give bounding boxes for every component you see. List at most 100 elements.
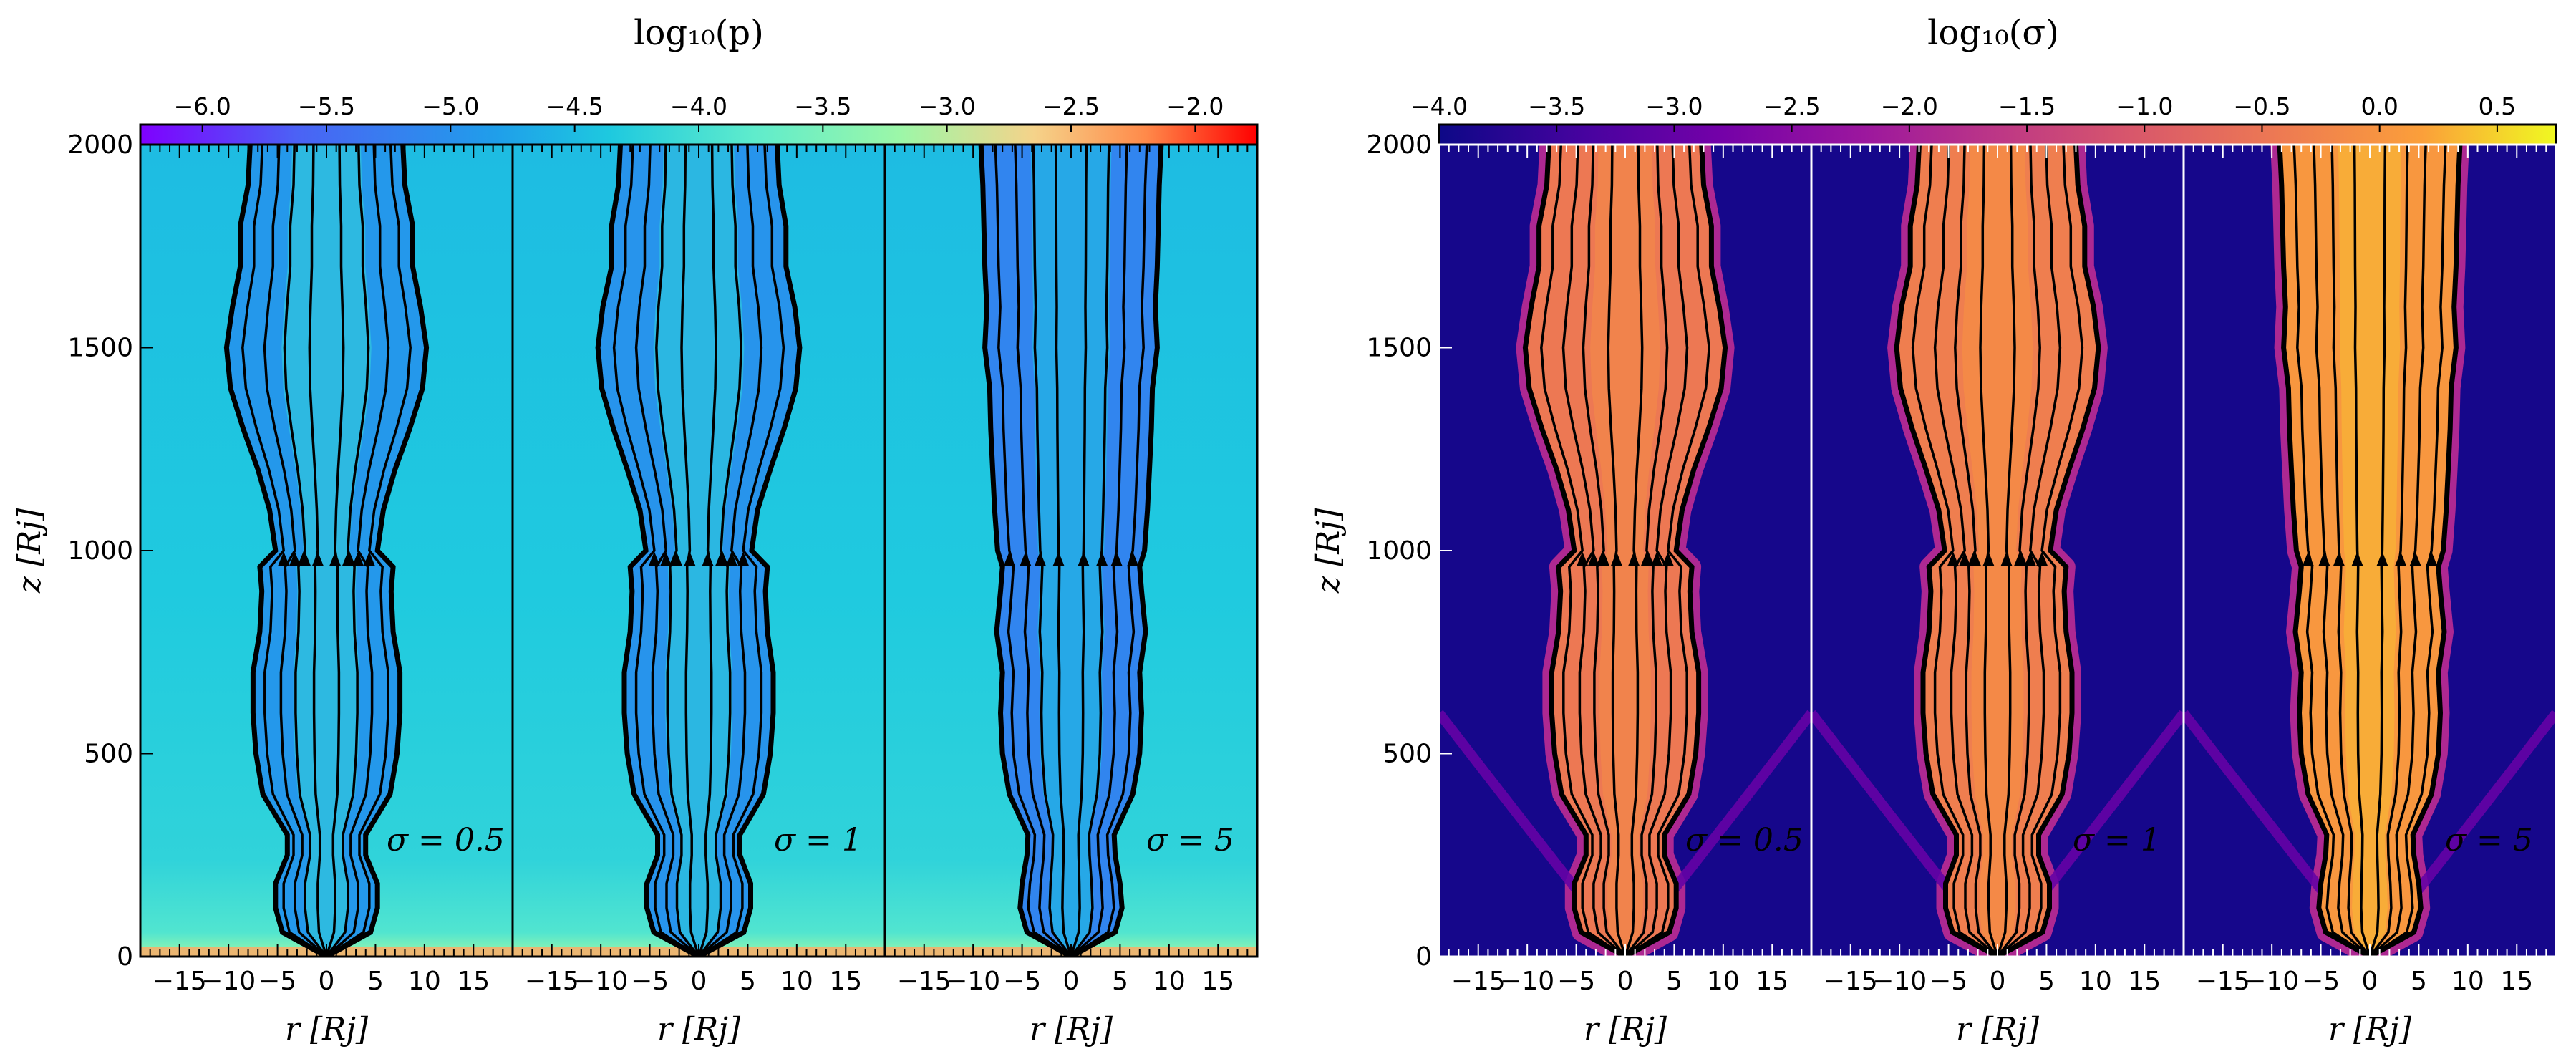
jet-boundary	[1894, 145, 1999, 957]
x-tick-label: −5	[258, 967, 296, 996]
flow-arrow	[1610, 551, 1622, 566]
streamline	[680, 145, 700, 957]
flow-arrow	[648, 551, 660, 566]
x-tick-label: −10	[1872, 967, 1927, 996]
x-tick-label: 5	[1666, 967, 1682, 996]
streamline	[1624, 145, 1689, 957]
x-tick-label: 10	[2079, 967, 2112, 996]
jet-core	[1030, 145, 1112, 957]
colorbar-tick-label: −5.0	[422, 92, 479, 120]
streamline	[2368, 145, 2409, 957]
flow-arrow	[1640, 551, 1652, 566]
x-tick-label: 10	[780, 967, 813, 996]
flow-arrow	[2376, 551, 2388, 566]
y-tick-label: 1000	[1366, 536, 1432, 566]
streamline	[1540, 145, 1626, 957]
flow-arrow	[1110, 551, 1123, 566]
colorbar-tick-label: −4.0	[1410, 92, 1468, 120]
streamline	[1014, 145, 1072, 957]
flow-arrow	[1052, 551, 1065, 566]
sigma-label: σ = 1	[774, 822, 862, 859]
x-tick-label: −5	[1557, 967, 1595, 996]
x-tick-label: 5	[1112, 967, 1128, 996]
x-tick-label: 10	[2451, 967, 2484, 996]
jet-group	[978, 145, 1164, 957]
y-tick-label: 0	[117, 942, 133, 972]
streamline	[1979, 145, 1999, 957]
sigma-label: σ = 0.5	[387, 822, 505, 859]
flow-arrow	[2036, 551, 2048, 566]
x-tick-label: 15	[2128, 967, 2161, 996]
panel-1: σ = 0.5 −15−10 −5 0 5 10 15 r [Rj]	[1438, 143, 1813, 1048]
colorbar-tick-label: −0.5	[2233, 92, 2290, 120]
x-tick-label: −10	[1500, 967, 1554, 996]
flow-arrow	[352, 551, 364, 566]
jet-boundary	[223, 145, 328, 957]
streamline	[994, 145, 1072, 957]
flow-arrow	[1078, 551, 1090, 566]
streamline	[2368, 145, 2387, 957]
flow-arrow	[1020, 551, 1032, 566]
x-tick-label: 0	[1063, 967, 1080, 996]
flow-arrow	[2395, 551, 2407, 566]
x-tick-label: −5	[631, 967, 669, 996]
panel-1: σ = 0.5 −15−10 −5 0 5 10 15 r [Rj]	[139, 143, 514, 1048]
streamline	[283, 145, 328, 957]
x-tick-label: −15	[1451, 967, 1506, 996]
colorbar-tick-label: 0.0	[2360, 92, 2398, 120]
y-axis-label: z [Rj]	[11, 508, 48, 594]
jet-boundary	[1624, 145, 1728, 957]
x-tick-label: 0	[691, 967, 707, 996]
colorbar-tick-label: 0.5	[2479, 92, 2516, 120]
flow-arrow	[684, 551, 696, 566]
x-tick-label: 15	[1756, 967, 1788, 996]
flow-arrow	[363, 551, 375, 566]
x-tick-label: −10	[573, 967, 628, 996]
streamline	[1607, 145, 1627, 957]
x-tick-label: −10	[201, 967, 256, 996]
x-tick-label: 5	[2038, 967, 2055, 996]
streamline	[1070, 145, 1148, 957]
panel-3: σ = 5 −15−10 −5 0 5 10 15 r [Rj]	[2182, 143, 2557, 1048]
x-tick-label: −15	[1824, 967, 1878, 996]
streamline	[325, 145, 345, 957]
jet-boundary	[595, 145, 700, 957]
x-tick-label: −10	[2245, 967, 2299, 996]
streamline	[1996, 145, 2062, 957]
flow-arrow	[725, 551, 737, 566]
jet-group	[2184, 145, 2556, 957]
flow-arrow	[278, 551, 290, 566]
streamline	[1997, 145, 2084, 957]
streamline	[325, 145, 370, 957]
sigma-label: σ = 0.5	[1685, 822, 1803, 859]
magnetization-figure: log₁₀(σ) −4.0 −3.5 −3.0 −2.5 −2.0 −1.5 −1.0 −0.…	[1310, 13, 2557, 1048]
y-tick-label: 1000	[67, 536, 133, 566]
flow-arrow	[1628, 551, 1640, 566]
magnetization-title: log₁₀(σ)	[1927, 13, 2059, 53]
x-tick-label: 0	[2362, 967, 2378, 996]
streamline	[241, 145, 327, 957]
streamline	[308, 145, 328, 957]
streamline	[697, 145, 742, 957]
x-axis-label: r [Rj]	[1956, 1011, 2040, 1048]
streamline	[1582, 145, 1627, 957]
streamline	[2353, 145, 2371, 957]
streamline	[1624, 145, 1669, 957]
x-tick-label: 15	[1201, 967, 1234, 996]
streamline	[1624, 145, 1710, 957]
streamline	[2292, 145, 2371, 957]
flow-arrow	[1969, 551, 1981, 566]
flow-arrow	[1651, 551, 1663, 566]
panel-2: σ = 1 −15−10 −5 0 5 10 15 r [Rj]	[511, 143, 886, 1048]
y-tick-label: 500	[1383, 740, 1432, 769]
streamline	[1996, 145, 2016, 957]
streamline	[1070, 145, 1110, 957]
x-tick-label: 5	[2411, 967, 2427, 996]
flow-arrow	[2318, 551, 2330, 566]
colorbar-tick-label: −1.0	[2116, 92, 2173, 120]
pressure-title: log₁₀(p)	[634, 13, 764, 53]
jet-boundary	[978, 145, 1072, 957]
streamline	[2368, 145, 2427, 957]
x-tick-label: 5	[367, 967, 384, 996]
